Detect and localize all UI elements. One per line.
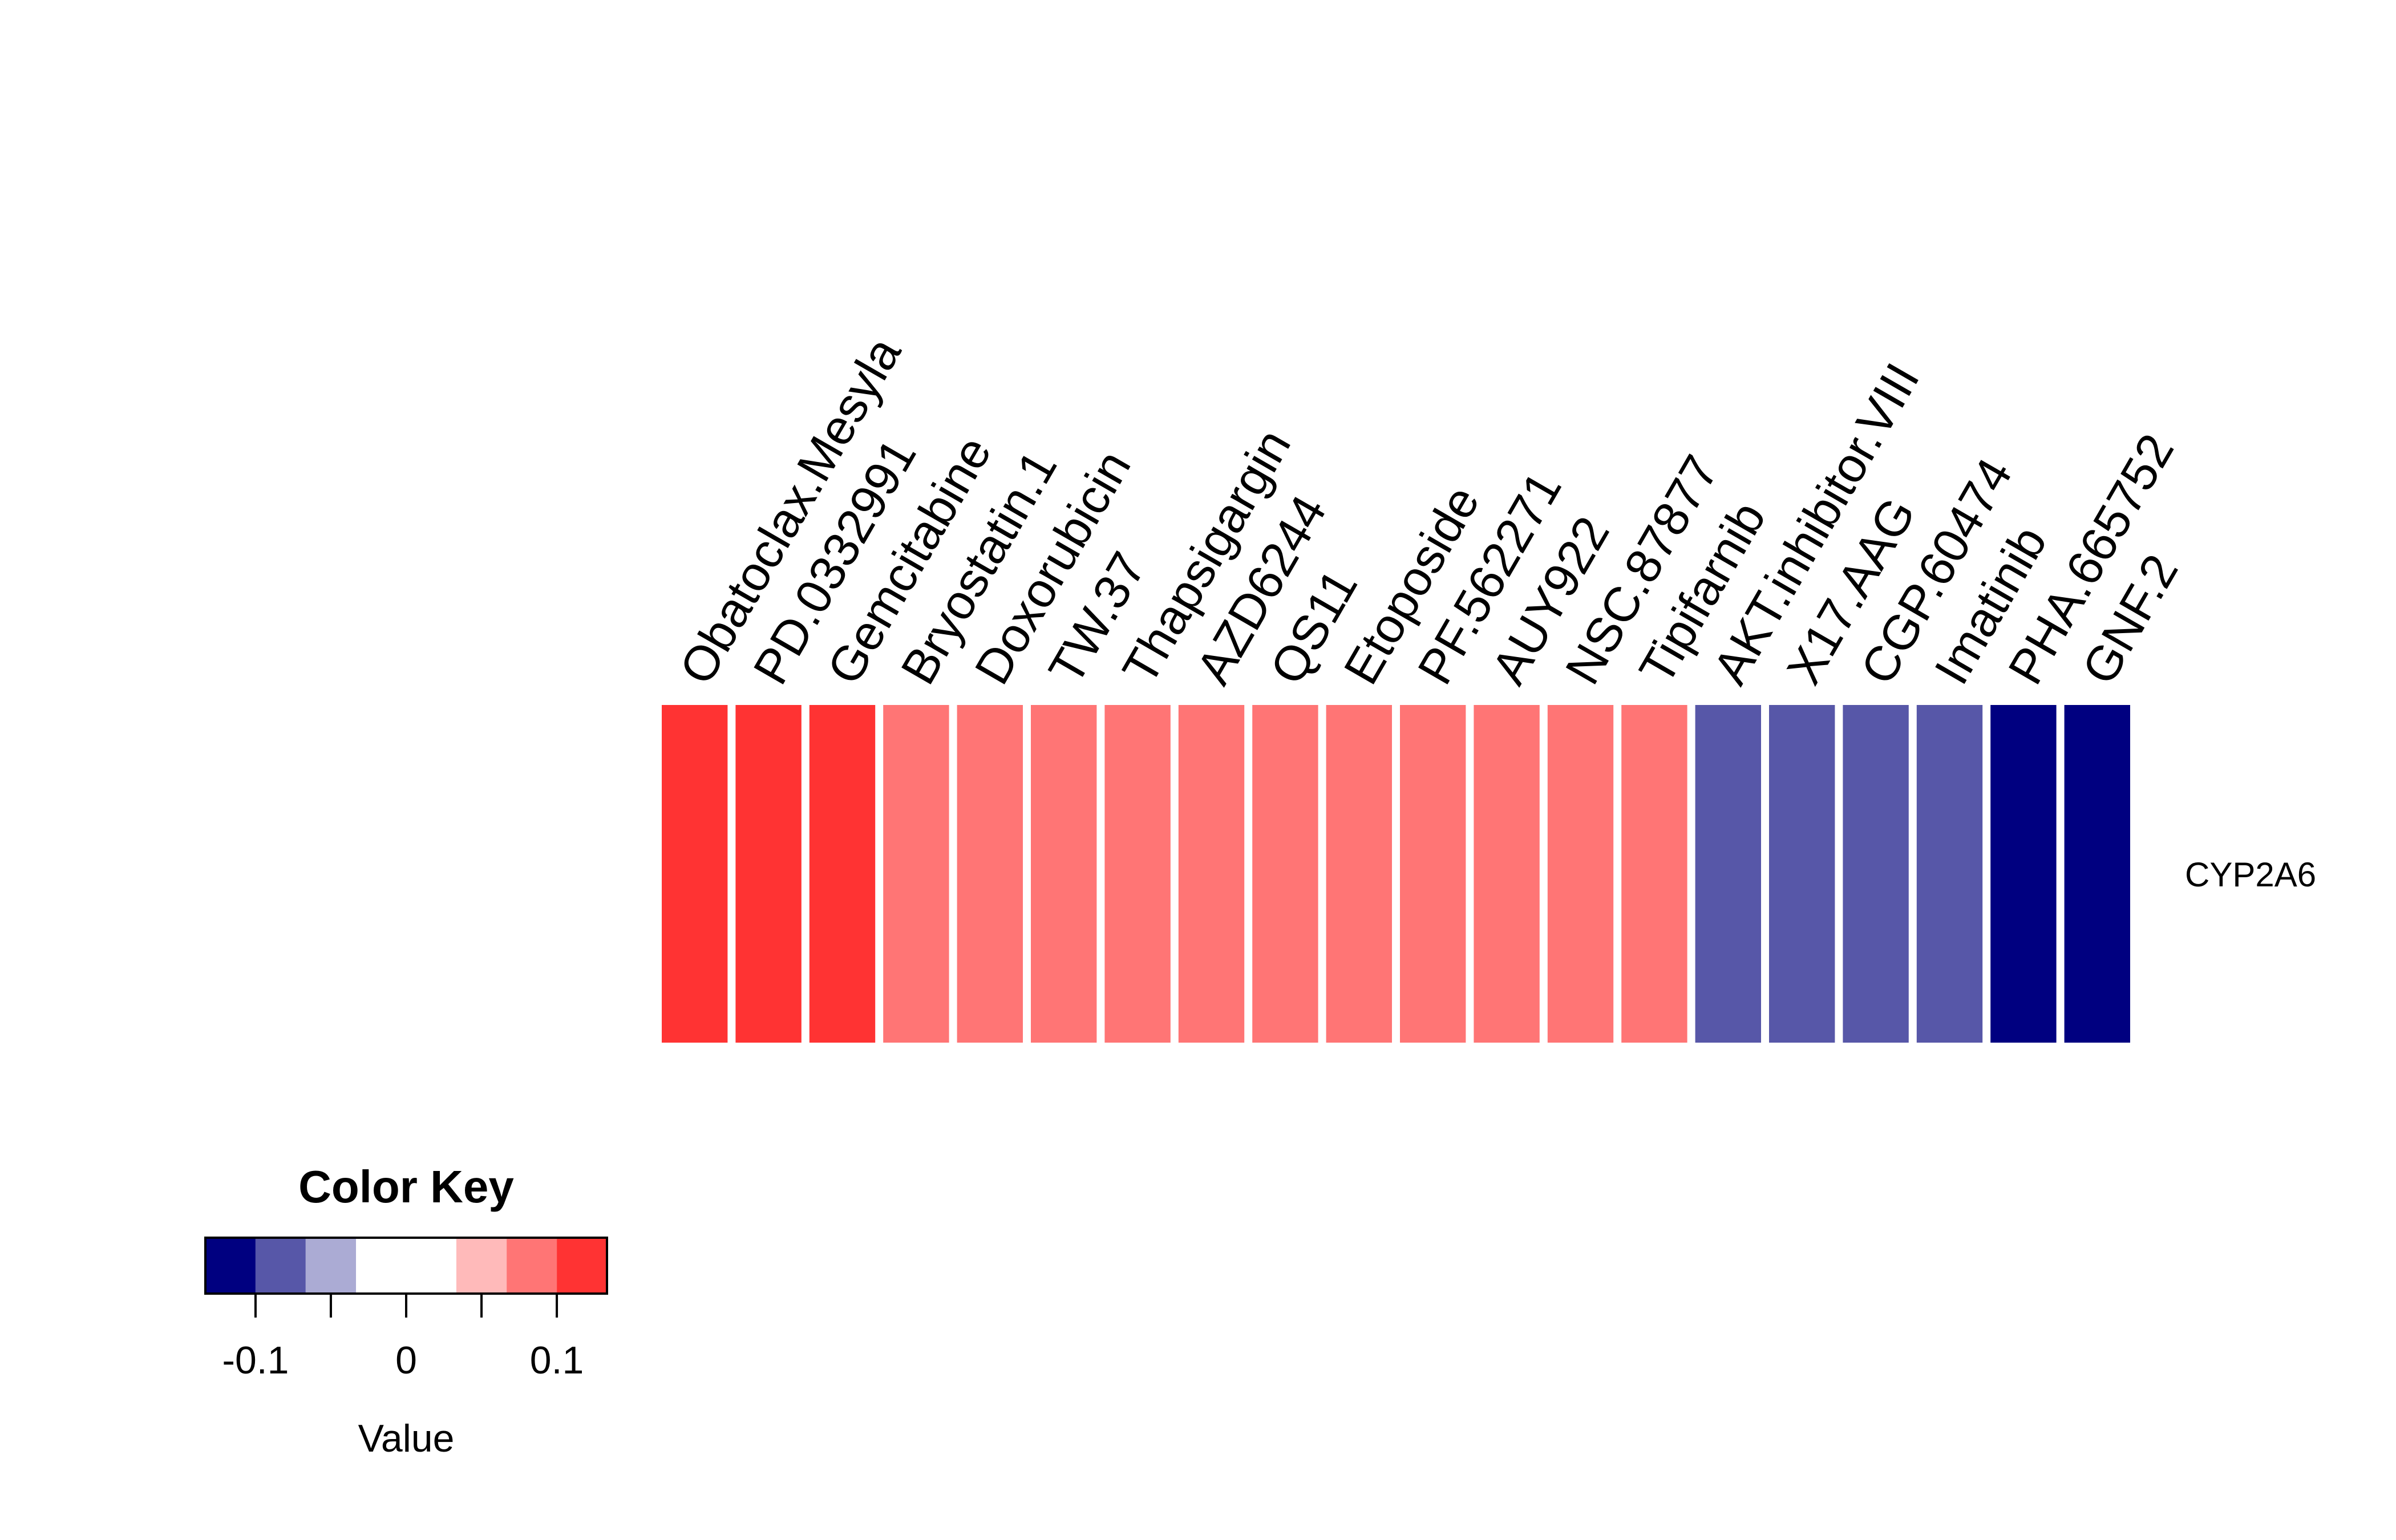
heatmap-cell <box>1400 705 1466 1043</box>
heatmap-cell <box>1547 705 1614 1043</box>
color-key-tick-label: 0 <box>395 1339 417 1382</box>
column-labels: Obatoclax.MesylaPD.0332991GemcitabineBry… <box>669 328 2189 693</box>
heatmap-cell <box>957 705 1023 1043</box>
heatmap-cell <box>1916 705 1983 1043</box>
heatmap-cell <box>735 705 802 1043</box>
color-key-title: Color Key <box>298 1161 514 1212</box>
color-key-tick-label: -0.1 <box>222 1339 289 1382</box>
color-key-swatch <box>255 1238 306 1294</box>
heatmap-cell <box>1104 705 1171 1043</box>
heatmap-cell <box>1252 705 1318 1043</box>
heatmap-cell <box>1031 705 1097 1043</box>
heatmap-cell <box>1621 705 1687 1043</box>
heatmap-cell <box>662 705 728 1043</box>
color-key-swatch <box>305 1238 357 1294</box>
heatmap-cell <box>809 705 876 1043</box>
heatmap-cell <box>1843 705 1909 1043</box>
color-key-axis: -0.1 0 0.1 <box>222 1294 584 1382</box>
heatmap-cell <box>1769 705 1835 1043</box>
color-key-tick-label: 0.1 <box>530 1339 584 1382</box>
color-key-bar <box>204 1237 608 1295</box>
heatmap-cell <box>2064 705 2130 1043</box>
heatmap-cell <box>1695 705 1761 1043</box>
color-key-swatch <box>356 1238 456 1294</box>
heatmap-cell <box>883 705 949 1043</box>
color-key-xlabel: Value <box>358 1417 455 1460</box>
color-key: Color Key -0.1 0 0.1 Value <box>204 1161 608 1460</box>
heatmap-cell <box>1990 705 2057 1043</box>
color-key-swatch <box>557 1238 607 1294</box>
color-key-swatch <box>205 1238 256 1294</box>
row-labels: CYP2A6 <box>2185 856 2316 894</box>
row-label: CYP2A6 <box>2185 856 2316 894</box>
heatmap-cell <box>1178 705 1245 1043</box>
color-key-swatch <box>456 1238 507 1294</box>
color-key-swatch <box>507 1238 557 1294</box>
heatmap-cell <box>1474 705 1540 1043</box>
heatmap-cell <box>1326 705 1392 1043</box>
heatmap-cells <box>662 705 2130 1043</box>
